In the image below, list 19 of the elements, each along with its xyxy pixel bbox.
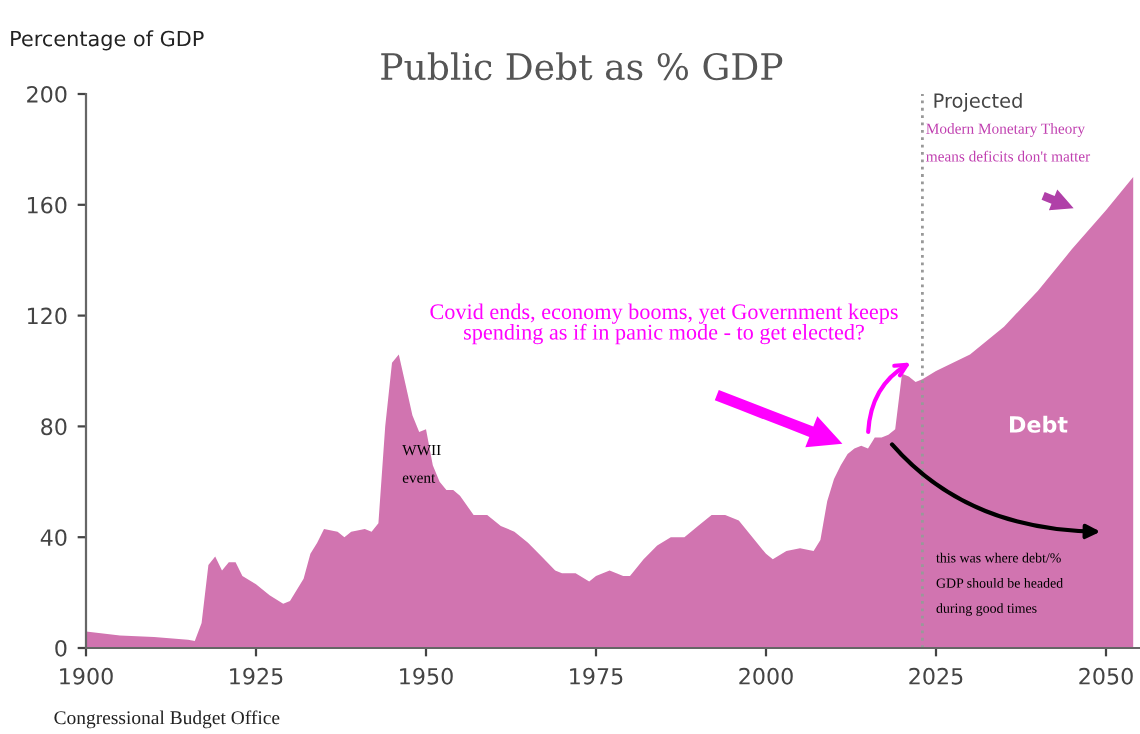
y-tick-label: 200 — [27, 85, 67, 103]
x-tick-label: 2000 — [739, 667, 793, 685]
y-tick-label: 120 — [27, 307, 67, 325]
y-axis-title: Percentage of GDP — [11, 30, 204, 51]
annotation: Covid ends, economy booms, yet Government keeps spending as if in panic mode - to get elected? — [430, 303, 898, 345]
y-tick-label: 160 — [27, 196, 67, 214]
x-tick-label: 2050 — [1079, 667, 1133, 685]
x-tick-label: 1925 — [230, 667, 283, 685]
ref-line-label: Projected — [934, 92, 1022, 112]
x-tick-label: 1900 — [60, 667, 113, 685]
x-tick-label: 1975 — [570, 667, 623, 685]
y-tick-label: 80 — [41, 418, 67, 436]
series-label: Debt — [1010, 415, 1068, 433]
y-tick-label: 0 — [55, 639, 67, 657]
y-tick-label: 40 — [40, 529, 67, 546]
x-tick-label: 1950 — [400, 667, 453, 685]
text: Congressional Budget Office — [54, 710, 280, 729]
chart-title: Public Debt as % GDP — [381, 52, 783, 81]
x-tick-label: 2025 — [909, 667, 963, 685]
